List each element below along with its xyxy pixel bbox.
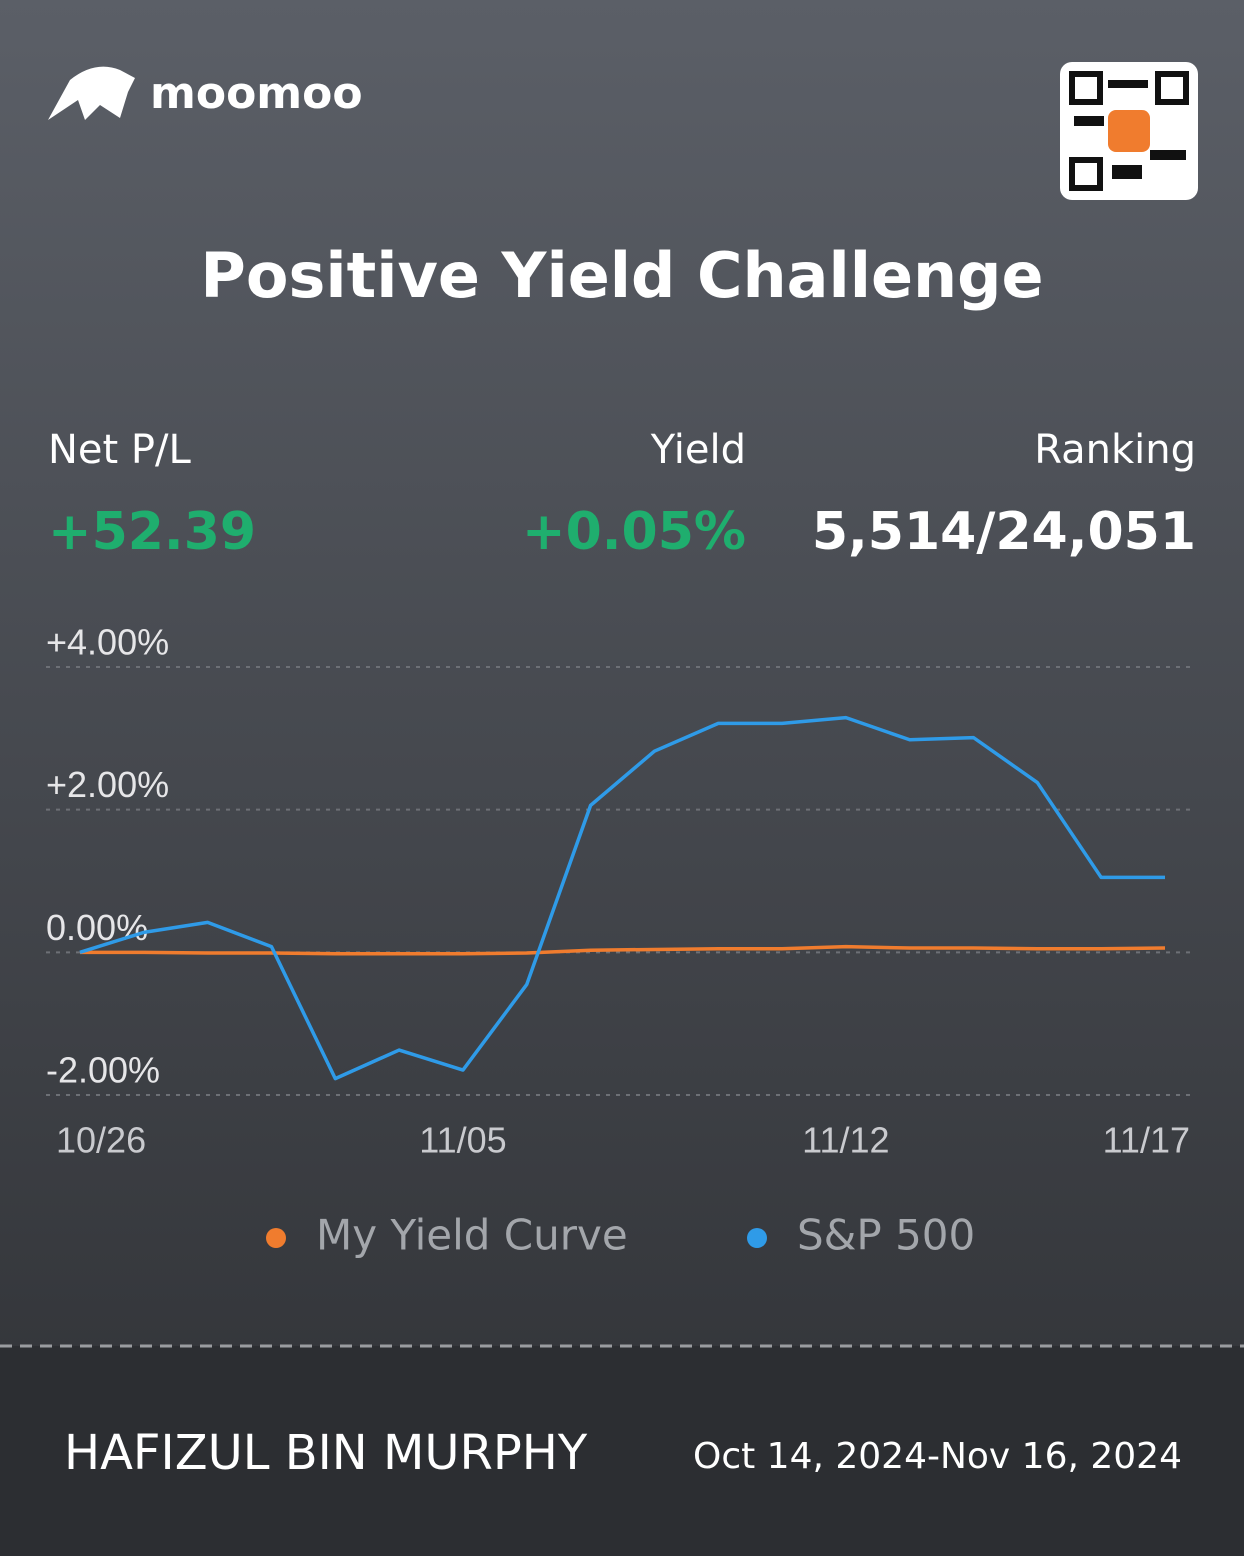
logo-icon [48, 66, 135, 120]
x-tick-label: 11/17 [1103, 1120, 1190, 1161]
legend-label: My Yield Curve [316, 1211, 628, 1260]
x-tick-label: 11/12 [802, 1120, 889, 1161]
period: Oct 14, 2024-Nov 16, 2024 [693, 1436, 1182, 1477]
title: Positive Yield Challenge [200, 239, 1043, 312]
stat-value: 5,514/24,051 [812, 502, 1196, 562]
brand: moomoo [150, 68, 363, 119]
y-tick-label: 0.00% [46, 907, 148, 948]
legend-label: S&P 500 [797, 1211, 975, 1260]
footer-bg [0, 1346, 1244, 1556]
x-tick-label: 10/26 [56, 1120, 146, 1161]
stat-label: Yield [650, 427, 746, 473]
y-tick-label: -2.00% [46, 1050, 160, 1091]
legend-dot [747, 1228, 767, 1248]
legend-dot [266, 1228, 286, 1248]
line-series [79, 715, 1165, 1081]
stat-label: Net P/L [48, 427, 192, 473]
y-tick-label: +4.00% [46, 622, 169, 663]
stat-label: Ranking [1034, 427, 1196, 473]
stat-value: +0.05% [522, 502, 746, 562]
user-name: HAFIZUL BIN MURPHY [64, 1425, 588, 1481]
x-tick-label: 11/05 [419, 1120, 506, 1161]
y-tick-label: +2.00% [46, 764, 169, 805]
stat-value: +52.39 [48, 502, 256, 562]
qr-code [1060, 62, 1198, 200]
line-series [80, 944, 1166, 956]
